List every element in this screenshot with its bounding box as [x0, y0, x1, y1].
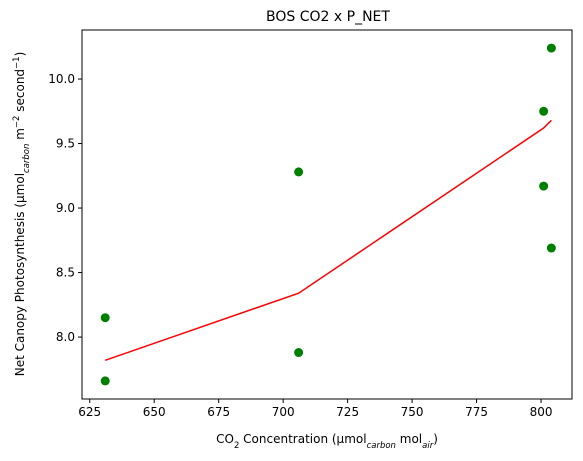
x-axis-label: CO2 Concentration (µmolcarbon molair) — [216, 432, 438, 451]
x-tick-label: 725 — [336, 405, 359, 419]
y-tick-label: 9.5 — [56, 137, 75, 151]
x-tick-label: 675 — [207, 405, 230, 419]
plot-frame — [81, 29, 573, 400]
x-tick-label: 750 — [401, 405, 424, 419]
chart-title: BOS CO2 x P_NET — [266, 9, 390, 25]
y-tick-label: 9.0 — [56, 201, 75, 215]
y-axis: 8.0 8.5 9.0 9.5 10.0 — [48, 72, 82, 344]
data-point — [100, 376, 110, 386]
data-point — [539, 106, 549, 116]
data-point — [294, 167, 304, 177]
data-point — [100, 313, 110, 323]
data-point — [546, 243, 556, 253]
fit-line — [104, 119, 552, 362]
x-tick-label: 700 — [272, 405, 295, 419]
y-tick-label: 10.0 — [48, 72, 75, 86]
y-axis-label: Net Canopy Photosynthesis (µmolcarbon m−… — [12, 52, 32, 377]
x-tick-label: 625 — [78, 405, 101, 419]
data-point — [294, 348, 304, 358]
x-axis: 625 650 675 700 725 750 775 800 — [78, 399, 553, 419]
x-tick-label: 650 — [143, 405, 166, 419]
y-tick-label: 8.0 — [56, 330, 75, 344]
x-tick-label: 775 — [465, 405, 488, 419]
data-point — [546, 43, 556, 53]
x-tick-label: 800 — [530, 405, 553, 419]
y-tick-label: 8.5 — [56, 266, 75, 280]
data-point — [539, 181, 549, 191]
